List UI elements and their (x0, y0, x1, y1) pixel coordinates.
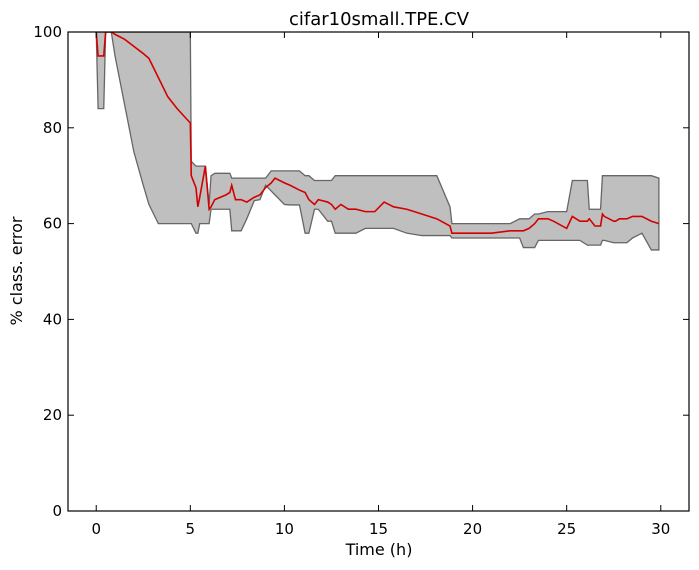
y-tick-label: 60 (43, 215, 62, 233)
x-tick-label: 10 (275, 520, 294, 538)
y-axis-label: % class. error (7, 216, 26, 325)
y-tick-label: 40 (43, 310, 62, 328)
x-tick-label: 25 (557, 520, 576, 538)
x-tick-label: 20 (463, 520, 482, 538)
chart-title: cifar10small.TPE.CV (289, 9, 470, 30)
series-line (95, 32, 660, 234)
y-tick-label: 80 (43, 119, 62, 137)
y-tick-label: 0 (52, 502, 62, 520)
x-tick-label: 30 (651, 520, 670, 538)
confidence-band (95, 32, 660, 251)
x-axis-label: Time (h) (345, 540, 413, 559)
x-tick-label: 5 (186, 520, 196, 538)
y-tick-label: 20 (43, 406, 62, 424)
y-tick-label: 100 (33, 23, 62, 41)
x-tick-label: 0 (91, 520, 101, 538)
x-tick-label: 15 (369, 520, 388, 538)
